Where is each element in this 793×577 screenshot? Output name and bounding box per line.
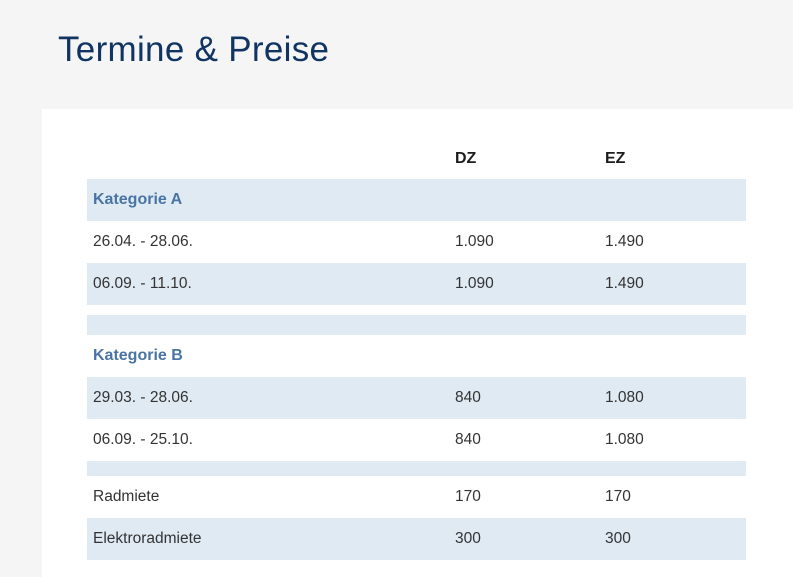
content-card: DZ EZ Kategorie A 26.04. - 28.06. 1.090 … [42, 109, 793, 577]
date-range-cell: 06.09. - 11.10. [93, 275, 192, 292]
table-row-elektroradmiete: Elektroradmiete 300 300 [87, 518, 746, 560]
price-dz-cell: 840 [455, 389, 481, 406]
spacer-row [87, 305, 746, 315]
column-header-empty [87, 138, 449, 179]
table-row: 26.04. - 28.06. 1.090 1.490 [87, 221, 746, 263]
table-header-row: DZ EZ [87, 138, 746, 179]
date-range-cell: 06.09. - 25.10. [93, 431, 193, 448]
date-range-cell: 29.03. - 28.06. [93, 389, 193, 406]
section-header-kategorie-b: Kategorie B [87, 335, 746, 377]
spacer-row [87, 461, 746, 476]
spacer-row [87, 315, 746, 335]
column-header-ez: EZ [605, 149, 626, 167]
price-dz-cell: 1.090 [455, 233, 494, 250]
table-row: 29.03. - 28.06. 840 1.080 [87, 377, 746, 419]
extra-label-cell: Elektroradmiete [93, 530, 202, 547]
table-row-radmiete: Radmiete 170 170 [87, 476, 746, 518]
section-header-label: Kategorie A [93, 191, 183, 208]
table-row: 06.09. - 25.10. 840 1.080 [87, 419, 746, 461]
date-range-cell: 26.04. - 28.06. [93, 233, 193, 250]
price-dz-cell: 840 [455, 431, 481, 448]
price-dz-cell: 170 [455, 488, 481, 505]
price-ez-cell: 1.490 [605, 275, 644, 292]
column-header-dz: DZ [455, 149, 477, 167]
page-title: Termine & Preise [58, 30, 330, 69]
price-dz-cell: 300 [455, 530, 481, 547]
price-ez-cell: 1.490 [605, 233, 644, 250]
section-header-kategorie-a: Kategorie A [87, 179, 746, 221]
price-ez-cell: 300 [605, 530, 631, 547]
price-ez-cell: 1.080 [605, 389, 644, 406]
price-ez-cell: 1.080 [605, 431, 644, 448]
price-ez-cell: 170 [605, 488, 631, 505]
section-header-label: Kategorie B [93, 347, 183, 364]
table-row: 06.09. - 11.10. 1.090 1.490 [87, 263, 746, 305]
prices-table: DZ EZ Kategorie A 26.04. - 28.06. 1.090 … [87, 138, 746, 560]
price-dz-cell: 1.090 [455, 275, 494, 292]
extra-label-cell: Radmiete [93, 488, 160, 505]
